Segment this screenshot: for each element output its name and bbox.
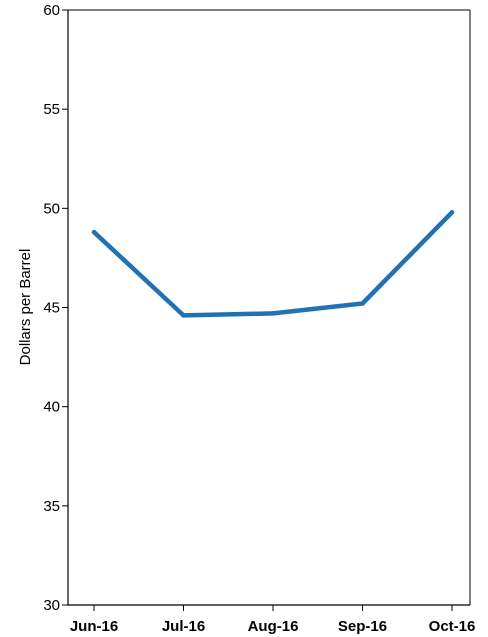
x-tick-label: Jun-16: [70, 618, 118, 635]
y-tick-label: 30: [43, 597, 60, 614]
x-tick-label: Jul-16: [162, 618, 205, 635]
y-tick-label: 55: [43, 101, 60, 118]
y-axis-ticks: 30 35 40 45 50 55 60: [43, 2, 68, 614]
y-tick-label: 50: [43, 200, 60, 217]
x-tick-label: Aug-16: [248, 618, 299, 635]
y-tick-label: 35: [43, 498, 60, 515]
series-layer: [91, 210, 455, 318]
plot-frame: [67, 9, 471, 606]
y-tick-label: 60: [43, 2, 60, 19]
y-tick-label: 45: [43, 300, 60, 317]
data-point: [360, 301, 365, 306]
data-point: [270, 311, 276, 316]
data-point: [91, 229, 97, 235]
y-axis-title: Dollars per Barrel: [17, 249, 34, 366]
y-tick-label: 40: [43, 399, 60, 416]
x-tick-label: Oct-16: [429, 618, 476, 635]
data-point: [181, 313, 186, 318]
data-point: [449, 210, 455, 215]
x-tick-label: Sep-16: [338, 618, 387, 635]
x-axis-ticks: Jun-16 Jul-16 Aug-16 Sep-16 Oct-16: [70, 605, 476, 635]
series-line: [91, 210, 455, 318]
